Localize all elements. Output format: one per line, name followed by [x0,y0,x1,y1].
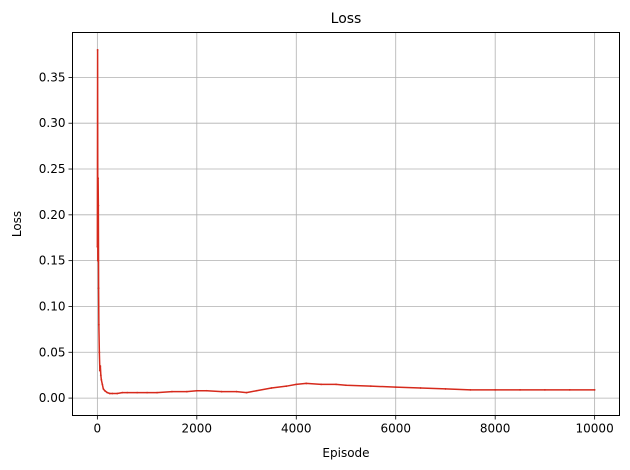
loss-data-point [185,390,188,393]
loss-data-point [98,351,101,354]
x-tick-label: 0 [94,422,102,436]
loss-data-point [121,391,124,394]
y-tick-label: 0.35 [39,70,66,84]
loss-data-point [111,392,114,395]
x-tick-label: 8000 [480,422,511,436]
x-tick-label: 10000 [576,422,614,436]
loss-data-point [96,49,99,51]
loss-data-point [394,386,397,388]
loss-data-point [98,369,101,372]
loss-data-point [97,323,100,326]
loss-data-point [320,383,323,386]
loss-data-point [235,390,238,393]
loss-data-point [205,389,208,392]
loss-data-point [419,387,422,389]
loss-data-point [345,384,347,387]
y-tick-label: 0.00 [39,391,66,405]
loss-data-point [544,388,546,391]
loss-data-point [245,391,248,394]
loss-data-point [255,389,258,392]
x-tick-label: 6000 [380,422,411,436]
loss-data-point [305,382,308,385]
loss-data-point [444,388,447,390]
loss-data-point [593,388,596,391]
loss-data-point [369,385,372,388]
loss-data-point [220,390,223,393]
loss-data-point [97,287,100,290]
y-axis-ticks: 0.00 0.05 0.10 0.15 0.20 0.25 0.30 0.35 [39,70,73,405]
loss-data-point [106,391,109,394]
loss-data-point [136,391,139,394]
chart-title: Loss [331,11,362,27]
y-tick-label: 0.20 [39,208,66,222]
x-axis-ticks: 0 2000 4000 6000 8000 10000 [94,415,614,436]
loss-data-point [99,374,102,377]
y-tick-label: 0.05 [39,345,66,359]
y-tick-label: 0.25 [39,162,66,176]
loss-data-point [171,390,173,393]
loss-data-point [103,389,106,392]
y-tick-label: 0.15 [39,254,66,268]
loss-data-point [494,388,497,391]
loss-data-point [97,204,100,207]
y-tick-label: 0.30 [39,116,66,130]
loss-data-point [270,387,273,389]
loss-data-point [96,246,99,248]
x-tick-label: 4000 [281,422,312,436]
x-tick-label: 2000 [182,422,213,436]
plot-frame [72,32,620,416]
loss-data-point [99,365,102,367]
grid-lines [72,32,620,416]
x-axis-label: Episode [322,446,369,460]
loss-data-point [568,388,571,391]
loss-data-point [108,392,111,395]
loss-data-point [116,392,119,395]
loss-data-point [469,388,472,391]
loss-data-point [195,389,198,392]
loss-data-point [102,388,105,390]
loss-data-point [100,378,103,381]
series-lines [96,49,596,395]
loss-data-point [96,259,99,262]
loss-data-point [295,383,298,386]
y-axis-label: Loss [10,211,24,237]
loss-data-point [101,383,104,386]
loss-data-point [97,177,100,180]
loss-data-point [156,391,158,394]
loss-data-point [519,388,521,391]
loss-data-point [335,383,337,386]
loss-data-point [126,391,129,394]
loss-data-point [146,391,148,394]
y-tick-label: 0.10 [39,299,66,313]
loss-data-point [285,385,288,388]
